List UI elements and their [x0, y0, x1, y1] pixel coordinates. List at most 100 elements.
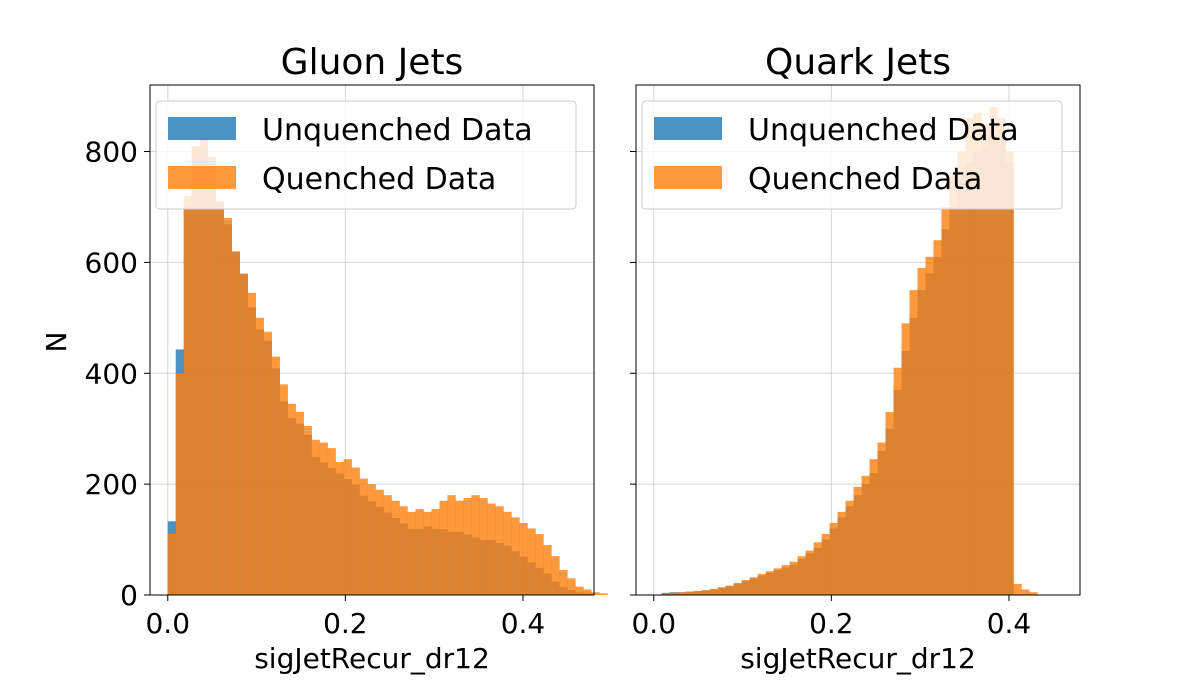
gluon-quenched-bars: [167, 137, 608, 596]
quark-quenched-bar-12: [749, 577, 758, 595]
gluon-quenched-bar-32: [423, 511, 432, 595]
gluon-xtick-label-1: 0.2: [323, 607, 368, 640]
gluon-quenched-bar-26: [375, 489, 384, 595]
quark-legend-label-quenched: Quenched Data: [748, 162, 982, 197]
gluon-legend-swatch-unquenched: [168, 117, 236, 140]
quark-quenched-bar-30: [893, 367, 902, 595]
gluon-quenched-bar-27: [383, 495, 392, 595]
quark-quenched-bar-7: [709, 588, 718, 595]
quark-legend-box: [641, 100, 1063, 210]
gluon-quenched-bar-25: [367, 484, 376, 595]
quark-quenched-bar-35: [933, 240, 942, 595]
quark-xtick-label-1: 0.2: [809, 607, 854, 640]
gluon-quenched-bar-17: [303, 425, 312, 595]
gluon-quenched-bar-5: [207, 157, 217, 595]
quark-quenched-bar-18: [797, 556, 806, 595]
gluon-quenched-bar-44: [519, 522, 528, 595]
quark-quenched-bar-36: [941, 206, 950, 595]
quark-x-ticks: 0.0 0.2 0.4: [631, 595, 1031, 640]
gluon-quenched-bar-0: [167, 534, 177, 595]
gluon-quenched-bar-9: [239, 273, 248, 595]
quark-quenched-bar-4: [685, 591, 695, 595]
quark-quenched-bar-21: [821, 534, 830, 595]
quark-quenched-bar-25: [853, 486, 862, 595]
gluon-quenched-bar-38: [471, 495, 480, 595]
gluon-quenched-bar-23: [351, 467, 360, 595]
quark-legend-swatch-unquenched: [654, 117, 722, 140]
gluon-quenched-bar-48: [551, 556, 560, 595]
gluon-quenched-bar-51: [575, 586, 584, 595]
gluon-y-axis-label: N: [40, 332, 73, 353]
gluon-ytick-label-4: 800: [85, 136, 138, 169]
gluon-quenched-bar-46: [535, 534, 544, 595]
quark-quenched-bar-24: [845, 500, 854, 595]
gluon-quenched-bar-29: [399, 506, 408, 595]
quark-quenched-bar-23: [837, 511, 846, 595]
quark-quenched-bar-38: [957, 151, 966, 596]
gluon-quenched-bar-53: [591, 592, 600, 595]
quark-quenched-bar-22: [829, 522, 838, 595]
quark-quenched-bar-44: [1005, 151, 1014, 596]
quark-quenched-bar-2: [669, 592, 679, 595]
gluon-quenched-bar-22: [343, 459, 352, 595]
gluon-quenched-bar-11: [255, 317, 264, 595]
quark-legend-swatch-quenched: [654, 166, 722, 189]
gluon-quenched-bar-37: [463, 497, 472, 595]
gluon-ytick-label-3: 600: [85, 246, 138, 279]
gluon-quenched-bar-19: [319, 442, 328, 595]
quark-quenched-bar-20: [813, 542, 822, 595]
quark-quenched-bar-31: [901, 323, 910, 595]
quark-quenched-bar-6: [701, 590, 711, 595]
gluon-axes-frame: [149, 84, 595, 596]
quark-quenched-bar-29: [885, 412, 894, 595]
quark-quenched-bar-47: [1029, 592, 1038, 595]
quark-quenched-bar-27: [869, 459, 878, 595]
quark-axes-frame: [635, 84, 1081, 596]
gluon-xtick-label-2: 0.4: [501, 607, 546, 640]
gluon-quenched-bar-8: [231, 251, 240, 595]
gluon-quenched-bar-14: [279, 384, 288, 595]
gluon-quenched-bar-50: [567, 578, 576, 595]
quark-quenched-bar-16: [781, 565, 790, 595]
gluon-quenched-bar-10: [247, 292, 256, 595]
gluon-quenched-bar-28: [391, 500, 400, 595]
quark-quenched-bar-19: [805, 550, 814, 595]
quark-quenched-bar-34: [925, 256, 934, 595]
quark-legend-label-unquenched: Unquenched Data: [748, 113, 1019, 148]
gluon-legend-label-quenched: Quenched Data: [262, 162, 496, 197]
gluon-quenched-bar-1: [175, 373, 185, 595]
quark-quenched-bar-28: [877, 442, 886, 595]
gluon-quenched-bar-45: [527, 528, 536, 595]
quark-quenched-bar-9: [725, 585, 734, 595]
gluon-quenched-bar-54: [599, 593, 608, 595]
quark-xtick-label-0: 0.0: [631, 607, 676, 640]
quark-xtick-label-2: 0.4: [987, 607, 1032, 640]
quark-quenched-bar-13: [757, 573, 766, 595]
gluon-quenched-bar-24: [359, 478, 368, 595]
quark-quenched-bar-14: [765, 571, 774, 595]
gluon-jets-title: Gluon Jets: [281, 42, 464, 83]
quark-quenched-bar-43: [997, 118, 1006, 596]
quark-y-ticks: [630, 151, 636, 596]
quark-quenched-bar-26: [861, 475, 870, 595]
quark-x-axis-label: sigJetRecur_dr12: [740, 642, 976, 675]
gluon-quenched-bar-18: [311, 439, 320, 595]
gluon-x-ticks: 0.0 0.2 0.4: [145, 595, 545, 640]
gluon-quenched-bar-36: [455, 500, 464, 595]
gluon-jets-panel: Gluon Jets 0.0 0.2 0.4 0 200 400 600 800 sigJe…: [40, 42, 608, 675]
quark-quenched-bars: [661, 107, 1038, 596]
gluon-ytick-label-2: 400: [85, 357, 138, 390]
quark-quenched-bar-11: [741, 580, 750, 595]
quark-jets-title: Quark Jets: [765, 42, 951, 83]
gluon-quenched-bar-33: [431, 509, 440, 595]
quark-quenched-bar-39: [965, 118, 974, 596]
gluon-quenched-bar-6: [215, 201, 225, 596]
gluon-y-ticks: 0 200 400 600 800: [85, 136, 150, 612]
gluon-quenched-bar-40: [487, 503, 496, 595]
gluon-quenched-bar-42: [503, 511, 512, 595]
quark-quenched-bar-40: [973, 112, 982, 595]
gluon-quenched-bar-41: [495, 506, 504, 595]
gluon-legend-box: [155, 100, 577, 210]
gluon-quenched-bar-31: [415, 509, 424, 595]
